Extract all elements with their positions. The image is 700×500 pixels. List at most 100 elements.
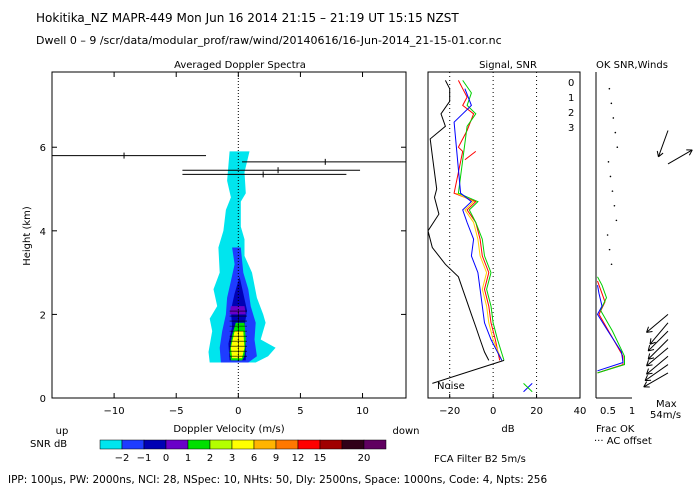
- snr-series-0: [453, 80, 501, 361]
- colorbar-swatch: [99, 439, 123, 450]
- spectra-title: Averaged Doppler Spectra: [174, 60, 306, 71]
- spectra-y-ticks: 0 2 4 6: [40, 143, 406, 405]
- up-label: up: [56, 426, 69, 437]
- snr-xtick-label: 0: [490, 406, 496, 417]
- colorbar-swatch: [319, 439, 343, 450]
- spectra-ytick-label: 6: [40, 143, 46, 154]
- legend-entry-2: 2: [568, 108, 574, 119]
- winds-title: OK SNR,Winds: [596, 60, 668, 71]
- spectra-x-ticks: −10 −5 0 5 10: [104, 72, 369, 417]
- frac-ok-series-2: [597, 276, 625, 374]
- colorbar-tick-label: 0: [163, 453, 169, 464]
- wind-arrowhead: [646, 360, 649, 367]
- ac-offset-dot: [611, 190, 614, 192]
- ac-offset-dot: [616, 146, 619, 149]
- wind-arrowhead: [646, 372, 653, 375]
- noise-line: [432, 359, 505, 384]
- spectra-error-bars: [52, 152, 406, 178]
- frac-ok-lines: [596, 276, 625, 374]
- spectra-heatmap: [208, 151, 276, 363]
- wind-arrowhead: [646, 368, 649, 375]
- spectra-xtick-label: −10: [104, 406, 125, 417]
- ac-offset-dot: [607, 161, 610, 163]
- frac-ok-label: Frac OK: [596, 424, 635, 435]
- snr-lines: [427, 80, 533, 393]
- noise-x-mark: [523, 383, 533, 393]
- wind-arrowhead: [647, 344, 651, 352]
- colorbar-swatch: [231, 439, 255, 450]
- frac-ok-tick: 1: [629, 406, 635, 417]
- wind-arrowhead: [688, 149, 693, 156]
- ac-offset-dot: [609, 175, 612, 178]
- wind-arrowhead: [643, 381, 648, 388]
- snr-series-3: [453, 88, 503, 361]
- ac-offset-dot: [610, 263, 613, 266]
- ac-offset-dot: [615, 219, 618, 222]
- snr-xlabel: dB: [501, 424, 514, 435]
- colorbar-tick-label: −1: [137, 453, 152, 464]
- colorbar-label: SNR dB: [30, 439, 67, 450]
- frac-ok-series-0: [597, 280, 624, 374]
- ac-offset-dot: [613, 204, 616, 207]
- ac-offset-dot: [606, 234, 609, 236]
- spectra-ytick-label: 2: [40, 310, 46, 321]
- wind-arrowhead: [644, 374, 648, 381]
- snr-title: Signal, SNR: [479, 60, 537, 71]
- colorbar-swatch: [187, 439, 211, 450]
- filter-label: FCA Filter B2 5m/s: [434, 454, 526, 465]
- wind-arrowhead: [658, 152, 664, 158]
- wind-vector: [646, 355, 669, 375]
- frac-ok-x-ticks: 0.5 1: [600, 406, 635, 417]
- frac-ok-tick: 0.5: [600, 406, 616, 417]
- ac-offset-label: ··· AC offset: [594, 436, 652, 447]
- spectra-ylabel: Height (km): [22, 206, 33, 266]
- snr-level-yellow: [230, 331, 245, 359]
- colorbar-swatch: [297, 439, 321, 450]
- max-value: 54m/s: [650, 410, 681, 421]
- spectra-xtick-label: 10: [356, 406, 369, 417]
- snr-grid: [449, 72, 538, 398]
- down-label: down: [393, 426, 420, 437]
- snr-xtick-label: −20: [439, 406, 460, 417]
- colorbar-swatch: [143, 439, 167, 450]
- snr-frame: [427, 71, 581, 399]
- colorbar-tick-label: −2: [115, 453, 130, 464]
- colorbar-swatch: [121, 439, 145, 450]
- legend-entry-1: 1: [568, 93, 574, 104]
- colorbar-tick-label: 15: [314, 453, 327, 464]
- ac-offset-dot: [612, 117, 615, 119]
- legend-entry-0: 0: [568, 78, 574, 89]
- snr-series-2: [457, 80, 505, 361]
- wind-vector: [646, 314, 669, 333]
- wind-arrowhead: [646, 364, 653, 367]
- spectra-xlabel: Doppler Velocity (m/s): [173, 424, 284, 435]
- wind-vector: [646, 347, 669, 367]
- max-label: Max: [656, 399, 677, 410]
- wind-arrowhead: [647, 353, 651, 360]
- colorbar-swatch: [209, 439, 233, 450]
- footer-params: IPP: 100µs, PW: 2000ns, NCI: 28, NSpec: …: [8, 474, 548, 486]
- frac-ok-series-3: [596, 285, 624, 372]
- wind-vectors: [643, 130, 693, 388]
- snr-colorbar-ticks: −2 −1 0 1 2 3 6 9 12 15 20: [115, 453, 371, 464]
- colorbar-tick-label: 12: [292, 453, 305, 464]
- ac-offset-dot: [614, 131, 617, 134]
- wind-vector: [647, 339, 669, 360]
- wind-vector: [657, 130, 669, 157]
- wind-vector: [649, 322, 669, 345]
- header-subtitle: Dwell 0 – 9 /scr/data/modular_prof/raw/w…: [36, 34, 502, 47]
- spectra-ytick-label: 4: [40, 227, 46, 238]
- colorbar-tick-label: 1: [185, 453, 191, 464]
- ac-offset-dot: [610, 102, 613, 105]
- snr-colorbar: [99, 439, 387, 450]
- colorbar-tick-label: 3: [229, 453, 235, 464]
- ac-offset-dots: [606, 87, 619, 266]
- spectra-xtick-label: 0: [235, 406, 241, 417]
- colorbar-swatch: [165, 439, 189, 450]
- ac-offset-dot: [608, 87, 611, 90]
- spectra-xtick-label: 5: [297, 406, 303, 417]
- spectra-frame: [51, 71, 407, 399]
- colorbar-swatch: [253, 439, 277, 450]
- snr-series-1: [455, 192, 503, 361]
